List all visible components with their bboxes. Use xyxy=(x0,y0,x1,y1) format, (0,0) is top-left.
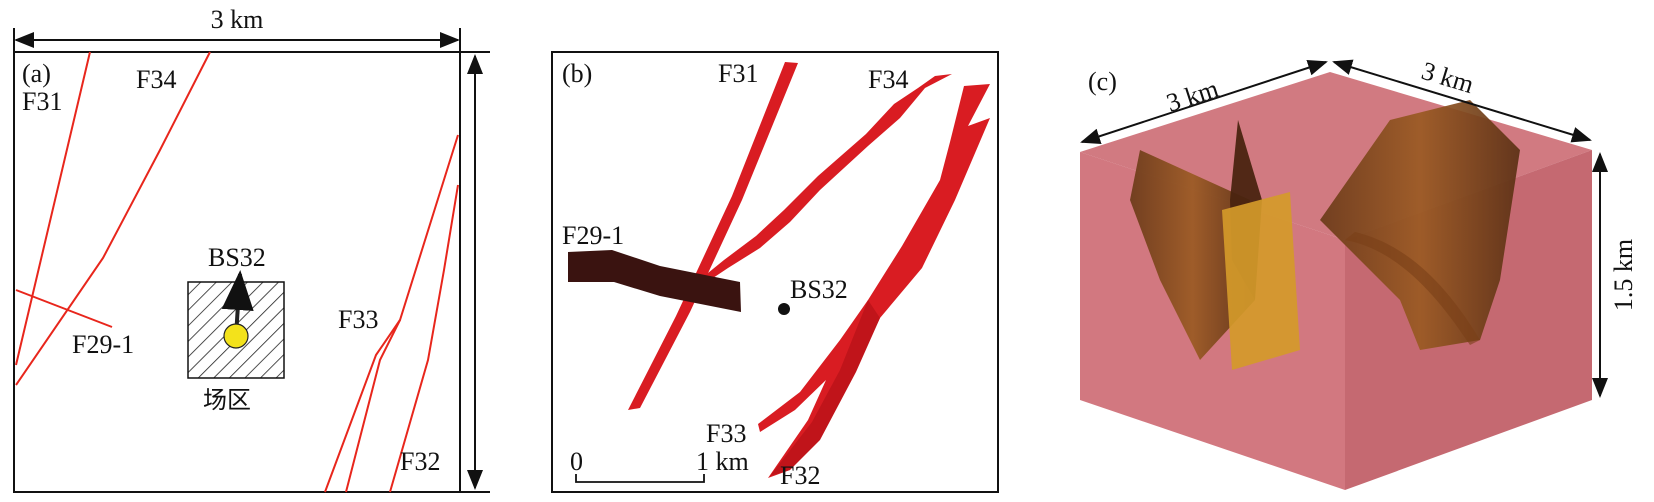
fault-line-f32 xyxy=(389,184,459,493)
label-f31-b: F31 xyxy=(718,59,758,88)
panel-a-width-label: 3 km xyxy=(211,5,264,34)
panel-c-edge-right-label: 3 km xyxy=(1418,56,1477,99)
panel-b-label: (b) xyxy=(562,59,592,88)
label-f34-b: F34 xyxy=(868,65,908,94)
scale-bar xyxy=(575,474,705,483)
fault-line-f34 xyxy=(15,51,211,386)
panel-c: (c) 3 km 3 km 1.5 km xyxy=(1080,56,1638,490)
fault-line-f31 xyxy=(15,51,91,366)
fault-3d-left-a xyxy=(1130,150,1255,360)
fault-3d-right-curve xyxy=(1345,232,1480,345)
well-marker-b xyxy=(778,303,790,315)
panel-a: 3 km (a) F31 F34 F29-1 F33 F32 BS32 场区 xyxy=(13,5,490,493)
label-f32-b: F32 xyxy=(780,461,820,490)
label-f33-b: F33 xyxy=(706,419,746,448)
label-f33-a: F33 xyxy=(338,305,378,334)
label-well-a: BS32 xyxy=(208,243,266,272)
scale-end: 1 km xyxy=(696,447,749,476)
fault-3d-right xyxy=(1320,100,1520,350)
panel-c-label: (c) xyxy=(1088,67,1117,96)
fault-surface-f32-tail xyxy=(770,300,880,476)
fault-surface-f31 xyxy=(628,62,798,410)
fault-surface-f29-1 xyxy=(568,250,741,312)
panel-b: (b) BS32 F31 F34 F29-1 F33 F32 0 1 km xyxy=(551,51,999,493)
label-well-b: BS32 xyxy=(790,275,848,304)
label-f29-1-b: F29-1 xyxy=(562,221,624,250)
panel-c-edge-left-arrow xyxy=(1080,60,1328,144)
fault-surface-f33-f32 xyxy=(758,84,990,478)
fault-surface-f34 xyxy=(688,74,952,296)
panel-c-edge-right-arrow xyxy=(1332,59,1592,143)
panel-c-depth-label: 1.5 km xyxy=(1609,239,1638,311)
fault-line-f29-1 xyxy=(15,289,113,328)
label-f31-a: F31 xyxy=(22,87,62,116)
fault-3d-light xyxy=(1222,192,1300,370)
label-f29-1-a: F29-1 xyxy=(72,330,134,359)
label-site: 场区 xyxy=(203,386,251,414)
label-f32-a: F32 xyxy=(400,447,440,476)
panel-a-frame xyxy=(13,51,461,493)
scale-start: 0 xyxy=(570,447,583,476)
fault-line-f33-b xyxy=(345,319,401,493)
well-marker-a xyxy=(223,323,249,349)
panel-a-label: (a) xyxy=(22,59,51,88)
fault-line-f33-a xyxy=(324,134,459,493)
label-f34-a: F34 xyxy=(136,65,176,94)
